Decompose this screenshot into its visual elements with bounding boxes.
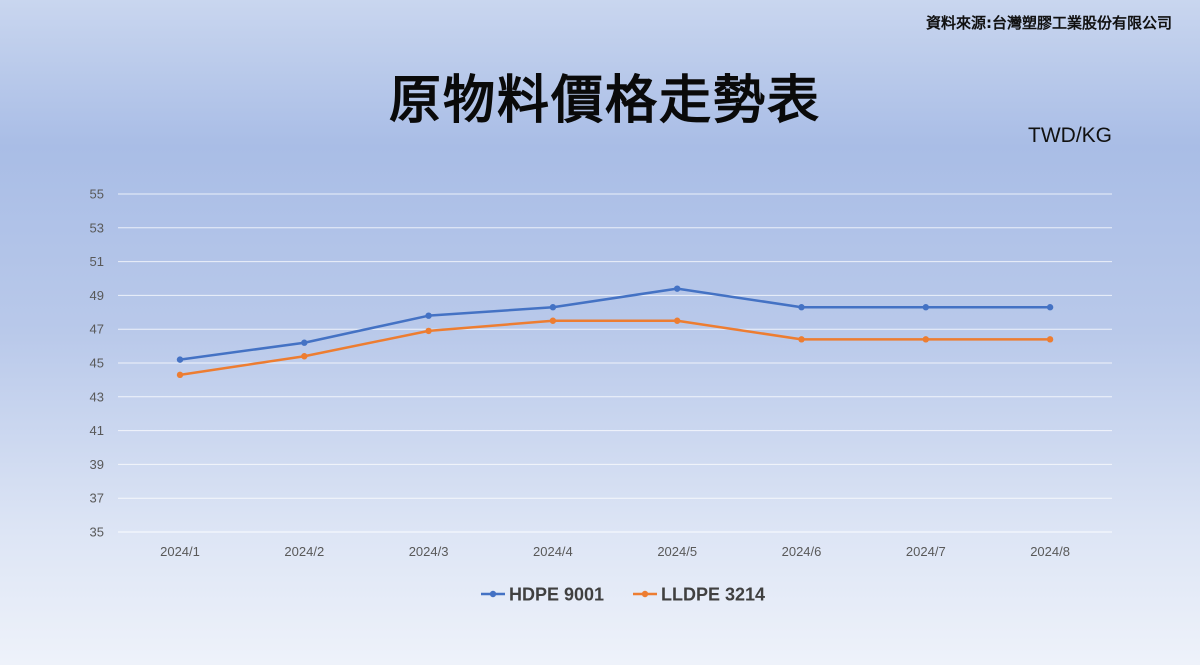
y-tick-label: 55: [90, 187, 104, 202]
data-point: [301, 339, 308, 346]
x-tick-label: 2024/2: [284, 544, 324, 559]
x-tick-label: 2024/6: [782, 544, 822, 559]
legend-marker-0: [489, 590, 497, 598]
data-point: [301, 353, 308, 360]
data-point: [922, 304, 929, 311]
data-point: [1046, 336, 1054, 343]
y-tick-label: 41: [90, 423, 104, 438]
y-tick-label: 43: [90, 389, 104, 404]
series-line-1: [178, 319, 1052, 377]
y-tick-label: 45: [90, 356, 104, 371]
legend-marker-1: [641, 590, 649, 598]
data-point: [549, 317, 557, 324]
y-tick-label: 51: [90, 254, 104, 269]
x-tick-label: 2024/4: [533, 544, 573, 559]
data-point: [674, 285, 681, 292]
x-tick-label: 2024/3: [409, 544, 449, 559]
source-note: 資料來源:台灣塑膠工業股份有限公司: [925, 14, 1172, 32]
y-tick-label: 49: [90, 288, 104, 303]
y-tick-label: 39: [90, 457, 104, 472]
data-point: [549, 304, 557, 311]
chart-title: 原物料價格走勢表: [388, 71, 821, 131]
legend-label-1: LLDPE 3214: [661, 585, 765, 605]
data-point: [798, 336, 805, 343]
x-tick-label: 2024/7: [906, 544, 946, 559]
data-point: [425, 312, 432, 319]
data-point: [1046, 304, 1054, 311]
data-point: [922, 336, 929, 343]
data-point: [176, 371, 184, 379]
x-tick-label: 2024/5: [657, 544, 697, 559]
legend-label-0: HDPE 9001: [509, 585, 604, 605]
y-tick-label: 53: [90, 220, 104, 235]
series-line-0: [178, 287, 1052, 361]
y-tick-label: 47: [90, 322, 104, 337]
data-point: [798, 304, 805, 311]
data-point: [425, 327, 432, 335]
x-tick-label: 2024/8: [1030, 544, 1070, 559]
data-point: [674, 317, 681, 324]
y-tick-label: 37: [90, 491, 104, 506]
data-point: [176, 356, 184, 363]
y-tick-label: 35: [90, 525, 104, 540]
x-tick-label: 2024/1: [160, 544, 200, 559]
unit-label: TWD/KG: [1028, 124, 1112, 147]
